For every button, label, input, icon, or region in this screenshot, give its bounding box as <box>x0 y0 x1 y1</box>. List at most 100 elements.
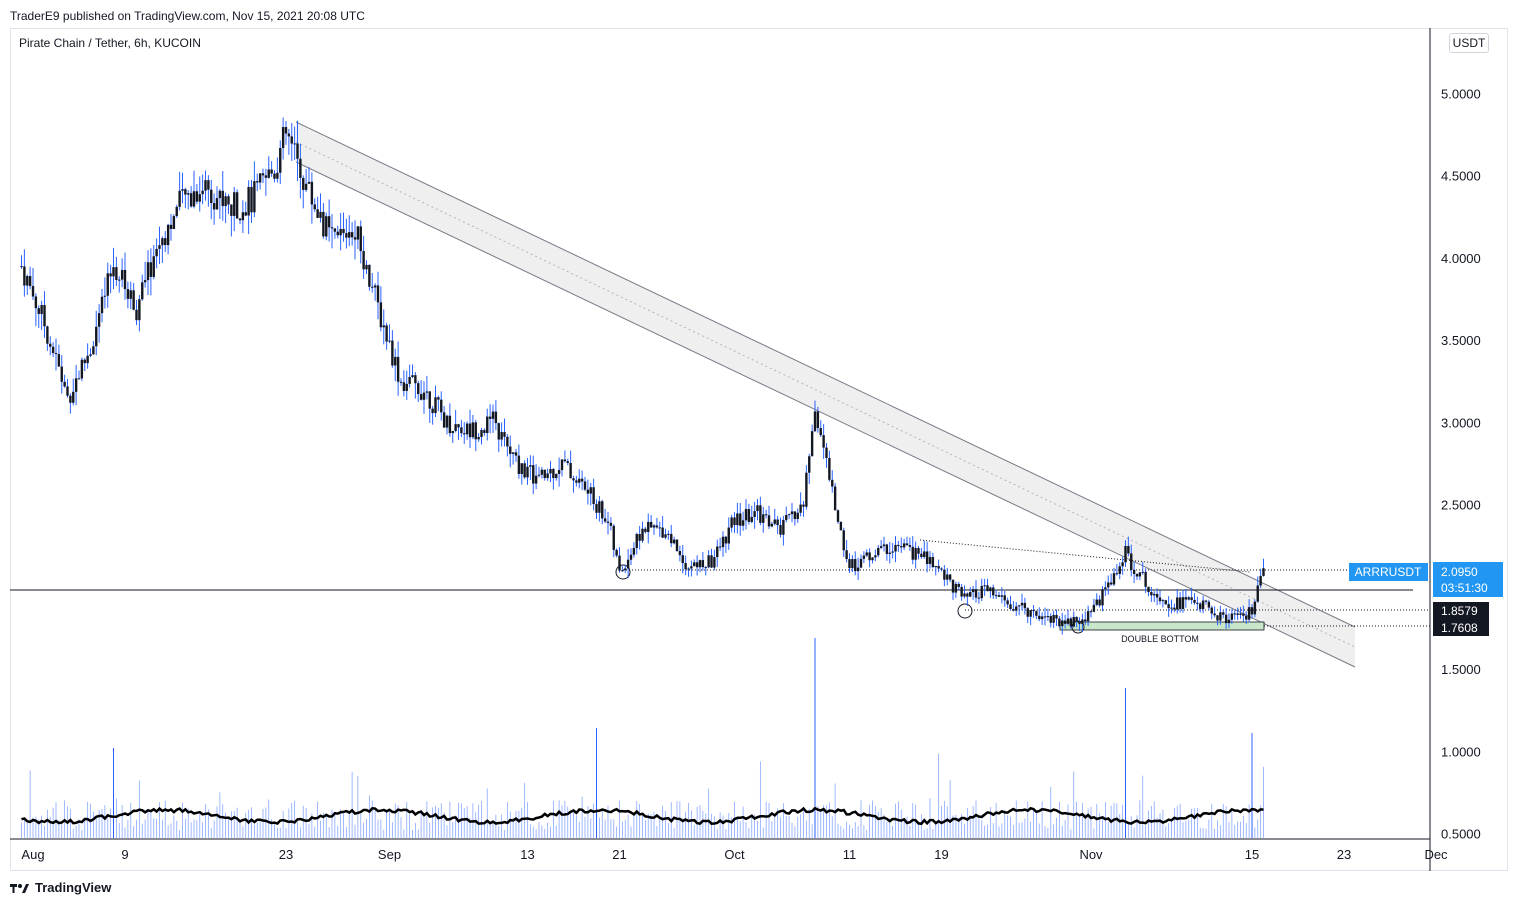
candle-body <box>106 273 109 296</box>
symbol-title[interactable]: Pirate Chain / Tether, 6h, KUCOIN <box>19 36 201 50</box>
candle-body <box>644 528 647 533</box>
candle-body <box>483 430 486 434</box>
channel-lower-line[interactable] <box>295 161 1356 668</box>
candle-body <box>980 586 983 599</box>
candle-body <box>336 231 339 236</box>
candle-body <box>402 382 406 391</box>
candle-body <box>799 504 802 513</box>
candle-body <box>316 209 319 218</box>
candle-body <box>647 521 650 533</box>
candle-body <box>227 196 230 205</box>
candle-body <box>66 386 69 396</box>
double-bottom-zone[interactable] <box>1059 621 1265 631</box>
candle-body <box>1250 607 1254 615</box>
candle-body <box>601 501 604 519</box>
candle-body <box>606 521 610 523</box>
candle-body <box>405 383 408 391</box>
candle-body <box>43 305 46 327</box>
candle-body <box>379 302 383 328</box>
candle-body <box>1055 614 1058 619</box>
candle-body <box>40 305 43 314</box>
time-tick-label: 21 <box>612 847 626 862</box>
candle-body <box>138 299 141 321</box>
candle-body <box>1058 618 1061 627</box>
candle-body <box>293 143 296 145</box>
candle-body <box>854 559 857 572</box>
candle-body <box>256 181 259 183</box>
candle-body <box>83 359 86 364</box>
candle-body <box>69 395 72 403</box>
candle-body <box>270 169 273 174</box>
candle-body <box>368 264 371 287</box>
candle-body <box>491 411 495 419</box>
candle-body <box>776 519 779 526</box>
price-tick-label: 3.5000 <box>1441 333 1481 348</box>
candle-body <box>1201 600 1205 609</box>
candle-body <box>983 585 986 587</box>
candle-body <box>497 423 500 440</box>
candle-body <box>690 566 693 569</box>
candle-body <box>658 527 661 529</box>
candle-body <box>557 470 561 474</box>
candle-body <box>808 456 811 473</box>
candle-body <box>161 238 164 246</box>
candle-body <box>1072 616 1075 627</box>
candle-body <box>302 177 305 190</box>
candles[interactable] <box>20 127 1265 627</box>
candle-body <box>198 194 201 202</box>
level-tag-2[interactable] <box>1433 619 1489 636</box>
candle-body <box>733 517 736 526</box>
candle-body <box>509 446 512 454</box>
candle-body <box>1196 602 1199 604</box>
candle-body <box>1081 619 1084 624</box>
candle-body <box>327 216 331 228</box>
candle-body <box>115 267 118 281</box>
candle-body <box>261 173 265 176</box>
last-price-tag[interactable] <box>1433 562 1503 597</box>
candle-body <box>969 592 972 597</box>
candle-body <box>1127 545 1130 554</box>
candle-body <box>72 391 75 403</box>
price-tick-label: 3.0000 <box>1441 415 1481 430</box>
low-marker-circle[interactable] <box>615 564 631 580</box>
candle-body <box>192 191 196 207</box>
currency-button[interactable]: USDT <box>1449 33 1489 53</box>
candle-body <box>1121 562 1124 567</box>
candle-body <box>917 547 920 554</box>
candle-body <box>753 511 756 517</box>
candle-body <box>816 411 820 429</box>
candle-body <box>103 295 107 297</box>
candle-body <box>132 290 135 310</box>
candle-body <box>578 478 581 483</box>
candle-body <box>1040 616 1044 620</box>
candle-body <box>1009 604 1012 609</box>
channel-upper-line[interactable] <box>295 121 1356 628</box>
candle-body <box>1239 613 1242 615</box>
low-marker-circle[interactable] <box>957 603 973 619</box>
candle-body <box>143 280 147 283</box>
candle-body <box>89 354 92 356</box>
candle-body <box>1049 616 1052 623</box>
candle-body <box>313 204 316 210</box>
candle-body <box>1230 613 1234 620</box>
level-tag-1[interactable] <box>1433 602 1489 619</box>
candle-body <box>773 519 776 524</box>
candle-body <box>779 525 782 535</box>
candle-body <box>583 481 587 490</box>
candle-body <box>672 539 676 544</box>
candle-body <box>1132 569 1136 575</box>
candle-body <box>1109 582 1113 585</box>
candle-body <box>994 595 998 597</box>
channel-mid-line <box>295 141 1356 648</box>
candle-body <box>701 560 705 568</box>
low-marker-circle[interactable] <box>1071 620 1085 634</box>
footer-brand[interactable]: TradingView <box>10 880 111 895</box>
candle-body <box>865 552 868 556</box>
candle-body <box>971 589 975 593</box>
candle-body <box>244 212 247 216</box>
symbol-tag[interactable] <box>1349 563 1428 581</box>
time-tick-label: 23 <box>1337 847 1351 862</box>
candle-body <box>394 356 397 366</box>
trend-dotted-line[interactable] <box>919 539 1251 573</box>
